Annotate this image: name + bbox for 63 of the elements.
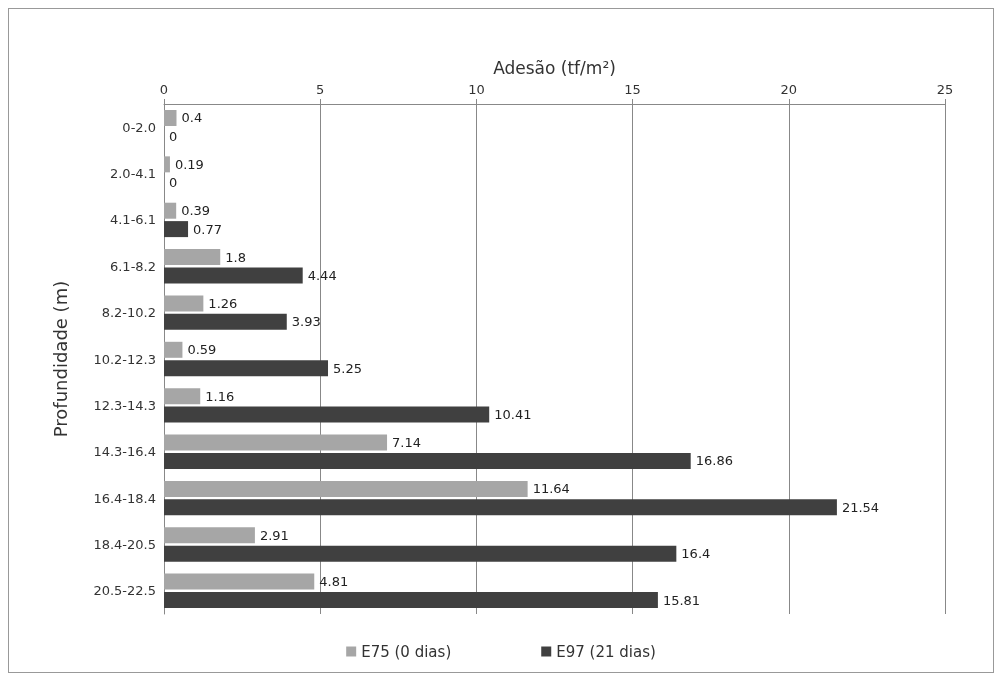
data-label: 15.81 [662, 592, 701, 608]
data-label: 16.86 [695, 453, 733, 469]
y-tick-label: 6.1-8.2 [109, 258, 156, 274]
data-label: 4.81 [319, 574, 349, 590]
bar [164, 295, 204, 312]
data-label: 16.4 [681, 546, 711, 562]
bar [164, 434, 388, 451]
bar [164, 499, 837, 516]
data-label: 2.91 [259, 527, 289, 543]
data-label: 5.25 [333, 360, 362, 376]
y-tick-label: 2.0-4.1 [109, 166, 156, 182]
y-tick-label: 18.4-20.5 [93, 536, 156, 552]
y-tick-label: 14.3-16.4 [93, 444, 156, 460]
bar [164, 480, 528, 497]
x-tick-label: 10 [468, 82, 485, 97]
y-tick-label: 12.3-14.3 [93, 397, 156, 413]
data-label: 10.41 [494, 407, 532, 423]
data-label: 0 [169, 175, 178, 191]
y-tick-label: 20.5-22.5 [93, 583, 156, 599]
y-tick-label: 16.4-18.4 [93, 490, 156, 506]
data-label: 1.26 [208, 295, 238, 311]
bar [164, 341, 183, 358]
bar [164, 573, 315, 590]
data-label: 4.44 [307, 267, 337, 283]
data-label: 0.39 [181, 203, 211, 219]
x-tick-label: 0 [159, 82, 169, 97]
bar [164, 360, 329, 377]
bar [164, 527, 255, 544]
bar [164, 388, 201, 405]
x-axis-title: Adesão (tf/m²) [493, 57, 616, 78]
legend-label: E75 (0 dias) [361, 642, 452, 661]
x-tick-label: 15 [624, 82, 641, 97]
bar [164, 249, 221, 266]
bar [164, 221, 189, 238]
bar [164, 156, 170, 173]
y-tick-label: 0-2.0 [122, 119, 156, 135]
bar [164, 109, 177, 126]
y-tick-label: 4.1-6.1 [109, 212, 156, 228]
data-label: 3.93 [291, 314, 321, 330]
x-tick-label: 5 [316, 82, 325, 97]
bar [164, 592, 658, 609]
bar [164, 313, 287, 330]
x-tick-label: 25 [936, 82, 954, 97]
bar [164, 267, 303, 284]
data-label: 21.54 [841, 499, 880, 515]
data-label: 1.8 [225, 249, 246, 265]
data-label: 0 [169, 128, 178, 144]
legend-label: E97 (21 dias) [556, 642, 656, 661]
x-tick-label: 20 [780, 82, 798, 97]
data-label: 0.77 [193, 221, 223, 237]
bar [164, 452, 691, 469]
y-tick-label: 8.2-10.2 [101, 305, 156, 321]
data-label: 0.19 [174, 156, 204, 172]
data-label: 1.16 [205, 388, 235, 404]
y-tick-label: 10.2-12.3 [93, 351, 156, 367]
bar [164, 202, 177, 219]
y-axis-title: Profundidade (m) [49, 280, 71, 438]
bar [164, 545, 677, 562]
data-label: 11.64 [532, 481, 570, 497]
bar [164, 406, 490, 423]
data-label: 0.59 [187, 342, 217, 358]
data-label: 7.14 [392, 435, 422, 451]
data-label: 0.4 [181, 110, 203, 126]
